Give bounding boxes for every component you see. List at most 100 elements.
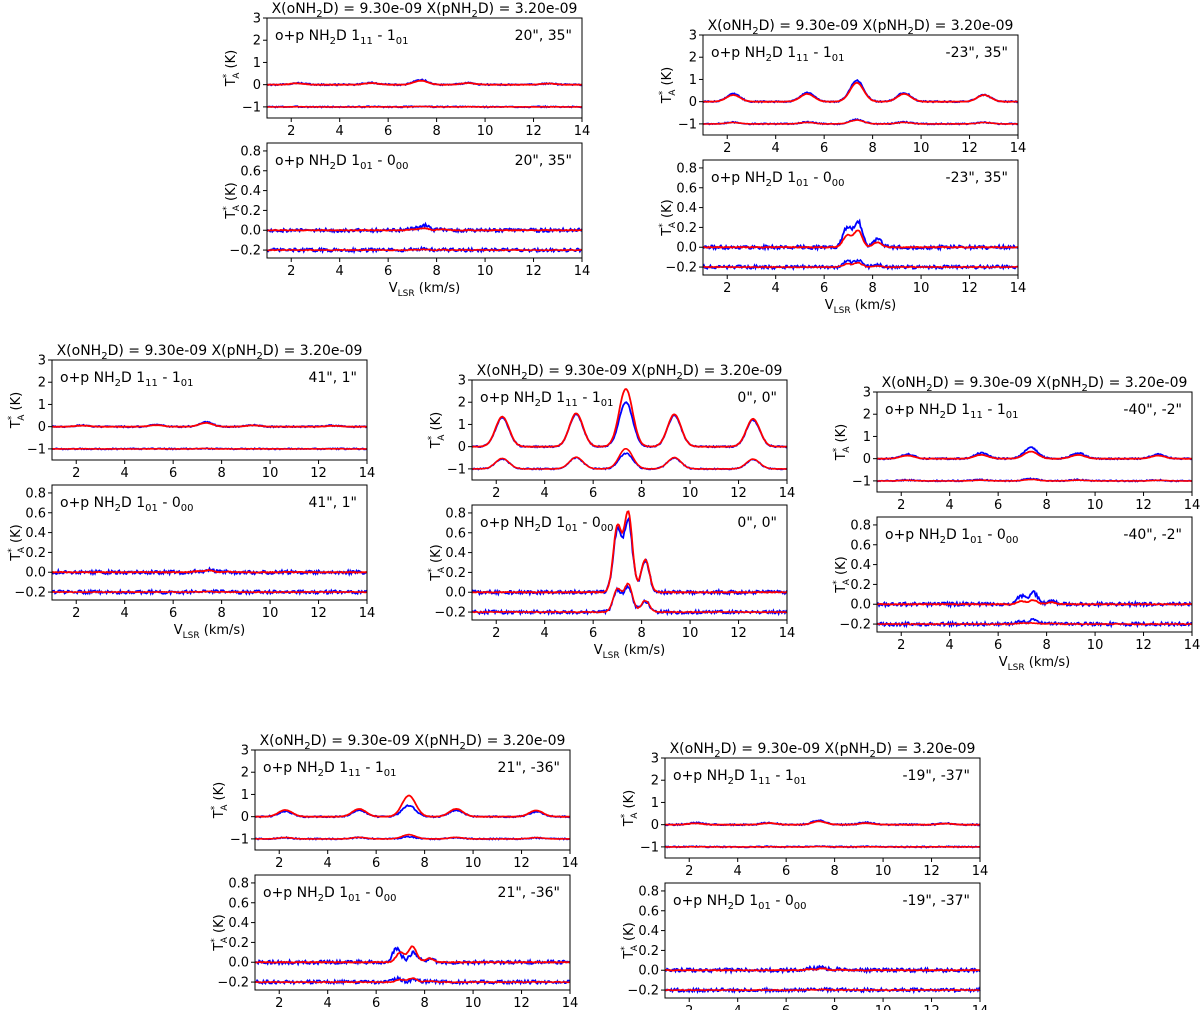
y-axis-label: T*A (K) bbox=[7, 392, 27, 429]
series-model-line bbox=[471, 510, 788, 594]
series-model-line bbox=[702, 81, 1019, 103]
y-tick-label: 0.4 bbox=[676, 201, 697, 216]
transition-label: o+p NH2D 101 - 000 bbox=[263, 885, 397, 904]
y-tick-label: 0.4 bbox=[25, 526, 46, 541]
x-tick-label: 12 bbox=[310, 466, 327, 481]
y-tick-label: 1 bbox=[38, 398, 46, 413]
y-tick-label: −1 bbox=[230, 832, 249, 847]
series-model-offset-line bbox=[664, 845, 980, 848]
x-tick-label: 6 bbox=[994, 638, 1002, 653]
y-tick-label: 2 bbox=[651, 774, 659, 789]
x-tick-label: 2 bbox=[287, 124, 295, 139]
y-tick-label: 2 bbox=[38, 376, 46, 391]
offset-label: 0", 0" bbox=[737, 515, 777, 531]
y-tick-label: 0 bbox=[863, 452, 871, 467]
y-tick-label: 2 bbox=[253, 34, 261, 49]
offset-label: 20", 35" bbox=[515, 28, 572, 44]
offset-label: 21", -36" bbox=[498, 885, 560, 901]
y-tick-label: 3 bbox=[241, 744, 249, 759]
x-tick-label: 10 bbox=[1087, 498, 1104, 513]
series-model-offset-line bbox=[254, 833, 571, 840]
x-tick-label: 4 bbox=[946, 498, 954, 513]
y-tick-label: 0.4 bbox=[228, 916, 249, 931]
x-axis-label: VLSR (km/s) bbox=[174, 623, 246, 641]
y-tick-label: −0.2 bbox=[627, 984, 659, 999]
series-model-line bbox=[266, 79, 582, 86]
series-observed-line bbox=[471, 401, 788, 449]
y-tick-label: 0.0 bbox=[445, 586, 466, 601]
x-tick-label: 10 bbox=[477, 124, 494, 139]
x-tick-label: 6 bbox=[782, 864, 790, 879]
x-tick-label: 10 bbox=[682, 486, 699, 501]
y-tick-label: −1 bbox=[27, 442, 46, 457]
x-tick-label: 12 bbox=[525, 264, 542, 279]
y-tick-label: 0 bbox=[241, 810, 249, 825]
y-axis-label: T*A (K) bbox=[832, 556, 852, 593]
transition-label: o+p NH2D 111 - 101 bbox=[673, 768, 807, 787]
series-model-line bbox=[472, 388, 787, 448]
x-tick-label: 4 bbox=[324, 996, 332, 1010]
transition-label: o+p NH2D 111 - 101 bbox=[885, 402, 1019, 421]
y-tick-label: 0.0 bbox=[240, 224, 261, 239]
x-tick-label: 10 bbox=[465, 996, 482, 1010]
y-tick-label: −0.2 bbox=[839, 618, 871, 633]
y-tick-label: 2 bbox=[241, 766, 249, 781]
transition-label: o+p NH2D 101 - 000 bbox=[275, 153, 409, 172]
x-tick-label: 4 bbox=[734, 864, 742, 879]
x-tick-label: 2 bbox=[275, 996, 283, 1010]
series-model-line bbox=[51, 569, 368, 574]
x-tick-label: 2 bbox=[72, 466, 80, 481]
y-tick-label: 1 bbox=[689, 73, 697, 88]
x-tick-label: 6 bbox=[372, 996, 380, 1010]
y-tick-label: 0.8 bbox=[638, 884, 659, 899]
axes-frame bbox=[702, 34, 1019, 136]
y-tick-label: 0.2 bbox=[240, 204, 261, 219]
y-tick-label: 0.6 bbox=[240, 164, 261, 179]
offset-label: 21", -36" bbox=[498, 760, 560, 776]
y-tick-label: 0.6 bbox=[676, 181, 697, 196]
x-tick-label: 6 bbox=[169, 606, 177, 621]
axes-frame bbox=[664, 882, 981, 999]
x-tick-label: 6 bbox=[589, 486, 597, 501]
transition-label: o+p NH2D 111 - 101 bbox=[275, 28, 409, 47]
y-tick-label: −1 bbox=[640, 840, 659, 855]
series-model-line bbox=[266, 227, 583, 232]
y-tick-label: 0.0 bbox=[228, 956, 249, 971]
y-tick-label: 0.6 bbox=[25, 506, 46, 521]
y-tick-label: −1 bbox=[678, 117, 697, 132]
series-model-line bbox=[877, 450, 1193, 460]
transition-label: o+p NH2D 101 - 000 bbox=[885, 527, 1019, 546]
offset-label: 0", 0" bbox=[737, 390, 777, 406]
x-tick-label: 4 bbox=[541, 626, 549, 641]
axes-frame bbox=[266, 17, 583, 119]
x-tick-label: 8 bbox=[420, 996, 428, 1010]
x-tick-label: 6 bbox=[820, 281, 828, 296]
transition-label: o+p NH2D 101 - 000 bbox=[480, 515, 614, 534]
x-tick-label: 12 bbox=[923, 1004, 940, 1010]
panel-lower: −0.2 0.0 0.2 0.4 0.6 0.8 2 4 6 8 10 12 14 T*A (K) o+p … bbox=[832, 516, 1200, 673]
x-tick-label: 2 bbox=[492, 626, 500, 641]
axes-frame bbox=[266, 142, 583, 259]
x-tick-label: 12 bbox=[310, 606, 327, 621]
x-tick-label: 10 bbox=[682, 626, 699, 641]
x-tick-label: 14 bbox=[972, 1004, 989, 1010]
x-tick-label: 10 bbox=[875, 864, 892, 879]
y-tick-label: 0.2 bbox=[228, 936, 249, 951]
y-tick-label: 0.4 bbox=[445, 546, 466, 561]
axes-frame bbox=[254, 874, 571, 991]
axes-frame bbox=[876, 516, 1193, 633]
x-tick-label: 12 bbox=[730, 486, 747, 501]
x-tick-label: 6 bbox=[372, 856, 380, 871]
y-axis-label: T*A (K) bbox=[620, 790, 640, 827]
y-tick-label: 0.0 bbox=[850, 598, 871, 613]
series-observed-line bbox=[664, 964, 981, 975]
x-tick-label: 4 bbox=[946, 638, 954, 653]
x-tick-label: 12 bbox=[923, 864, 940, 879]
